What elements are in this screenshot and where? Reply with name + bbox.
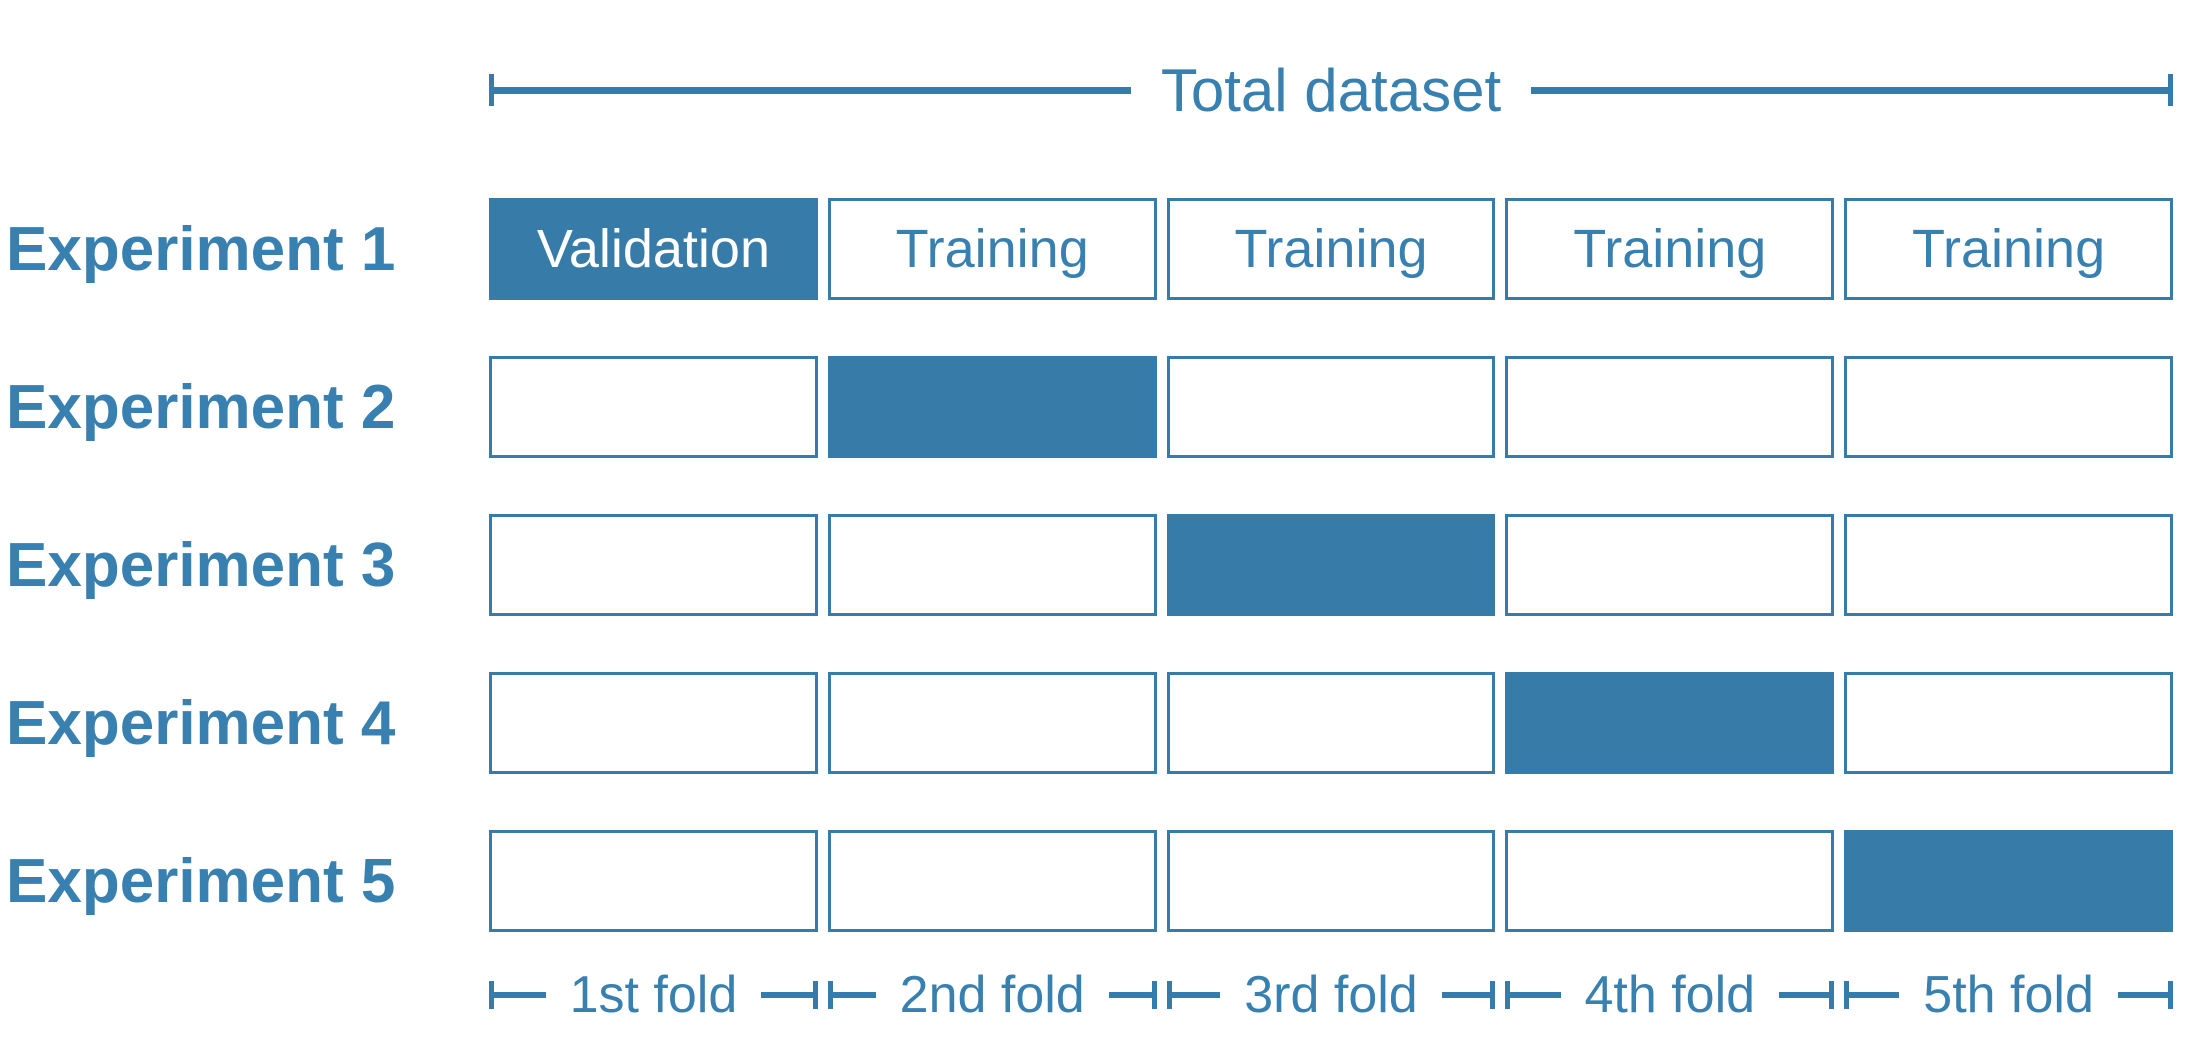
fold-left-tick (1505, 981, 1511, 1009)
fold-left-line (494, 992, 546, 998)
experiment-1-label: Experiment 1 (6, 214, 396, 284)
fold-right-tick (1829, 981, 1835, 1009)
total-dataset-label: Total dataset (1160, 56, 1502, 124)
fold-cell (1166, 672, 1496, 774)
fold-right-line (1108, 992, 1152, 998)
fold-right-line (1779, 992, 1830, 998)
fold-right-tick (1151, 981, 1157, 1009)
fold-brackets-row: 1st fold 2nd fold 3rd fold 4th fold (489, 952, 2173, 1038)
fold-cell-validation (1166, 514, 1496, 616)
fold-left-line (1510, 992, 1561, 998)
fold-cell-training: Training (827, 198, 1157, 300)
bracket-left-cap (489, 74, 494, 106)
experiment-row-3: Experiment 3 (0, 514, 2173, 616)
fold-right-tick (2167, 981, 2173, 1009)
fold-cell-validation (827, 356, 1157, 458)
fold-left-tick (489, 981, 494, 1009)
bracket-left-line (494, 86, 1131, 94)
fold-bracket-4: 4th fold (1505, 952, 1835, 1038)
fold-cell (489, 830, 818, 932)
fold-right-tick (812, 981, 818, 1009)
fold-cell (1505, 356, 1835, 458)
fold-right-line (761, 992, 813, 998)
fold-cell (489, 514, 818, 616)
experiment-5-label: Experiment 5 (6, 846, 396, 916)
fold-right-line (1441, 992, 1491, 998)
experiment-row-4: Experiment 4 (0, 672, 2173, 774)
fold-cell-validation: Validation (489, 198, 818, 300)
fold-cell (1844, 514, 2173, 616)
experiment-5-cells (489, 830, 2173, 932)
experiment-2-cells (489, 356, 2173, 458)
fold-4-label: 4th fold (1584, 966, 1756, 1024)
fold-cell-training: Training (1505, 198, 1835, 300)
fold-cell (827, 514, 1157, 616)
fold-cell-validation (1505, 672, 1835, 774)
fold-right-line (2117, 992, 2168, 998)
fold-cell (1166, 830, 1496, 932)
experiment-1-cells: Validation Training Training Training Tr… (489, 198, 2173, 300)
fold-cell (489, 356, 818, 458)
fold-5-label: 5th fold (1923, 966, 2094, 1024)
fold-cell-validation (1844, 830, 2173, 932)
experiment-rows: Experiment 1 Validation Training Trainin… (0, 198, 2173, 988)
fold-left-line (832, 992, 876, 998)
experiment-4-label: Experiment 4 (6, 688, 396, 758)
bracket-right-line (1531, 86, 2169, 94)
fold-cell (1844, 356, 2173, 458)
fold-cell (827, 830, 1157, 932)
fold-cell (489, 672, 818, 774)
fold-bracket-2: 2nd fold (827, 952, 1157, 1038)
fold-left-line (1171, 992, 1221, 998)
experiment-2-label: Experiment 2 (6, 372, 396, 442)
fold-2-label: 2nd fold (899, 966, 1085, 1024)
fold-bracket-5: 5th fold (1844, 952, 2173, 1038)
fold-cell (827, 672, 1157, 774)
experiment-row-5: Experiment 5 (0, 830, 2173, 932)
fold-left-tick (1166, 981, 1172, 1009)
experiment-row-1: Experiment 1 Validation Training Trainin… (0, 198, 2173, 300)
fold-cell-training: Training (1166, 198, 1496, 300)
experiment-3-label: Experiment 3 (6, 530, 396, 600)
fold-cell (1844, 672, 2173, 774)
fold-left-line (1849, 992, 1900, 998)
experiment-4-cells (489, 672, 2173, 774)
fold-cell-training: Training (1844, 198, 2173, 300)
fold-bracket-3: 3rd fold (1166, 952, 1496, 1038)
experiment-row-2: Experiment 2 (0, 356, 2173, 458)
total-dataset-bracket: Total dataset (489, 56, 2174, 124)
fold-1-label: 1st fold (569, 966, 738, 1024)
fold-right-tick (1490, 981, 1496, 1009)
fold-bracket-1: 1st fold (489, 952, 818, 1038)
bracket-right-cap (2168, 74, 2174, 106)
fold-left-tick (1844, 981, 1850, 1009)
experiment-3-cells (489, 514, 2173, 616)
fold-left-tick (827, 981, 833, 1009)
fold-3-label: 3rd fold (1244, 966, 1418, 1024)
fold-cell (1505, 830, 1835, 932)
fold-cell (1505, 514, 1835, 616)
fold-cell (1166, 356, 1496, 458)
